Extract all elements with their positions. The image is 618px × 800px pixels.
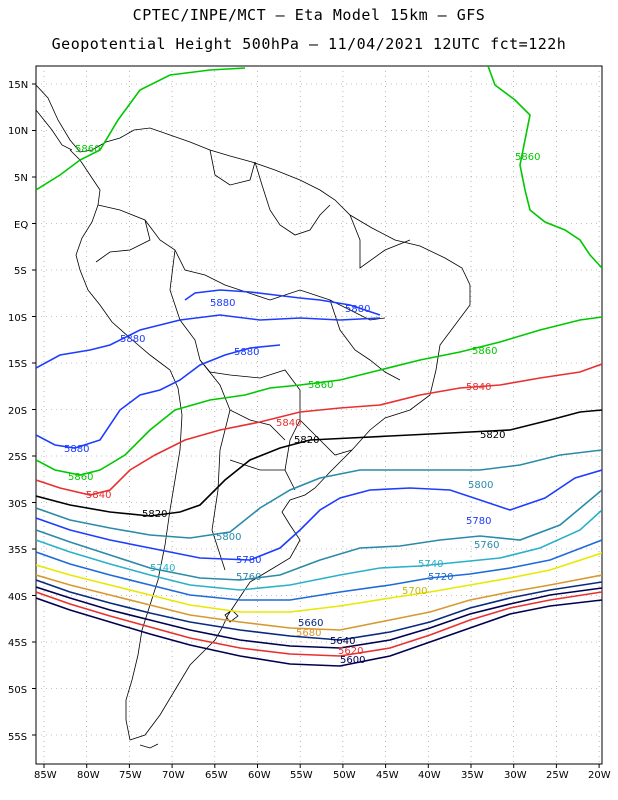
contour-label: 5800 xyxy=(216,532,241,543)
lat-label: 20S xyxy=(8,406,27,417)
lat-label: 40S xyxy=(8,592,27,603)
lon-label: 45W xyxy=(376,770,399,781)
contour-labels: 5860 5860 5880 5880 5880 5880 5880 5860 … xyxy=(64,144,540,666)
lat-label: 55S xyxy=(8,732,27,743)
lat-label: 15N xyxy=(8,80,28,91)
lon-label: 50W xyxy=(333,770,356,781)
lat-label: EQ xyxy=(14,220,28,231)
coastline xyxy=(36,84,471,749)
contour-label: 5740 xyxy=(150,563,175,574)
contour-label: 5800 xyxy=(468,480,493,491)
lon-label: 55W xyxy=(290,770,313,781)
contour-label: 5620 xyxy=(338,646,363,657)
lat-label: 35S xyxy=(8,545,27,556)
lat-label: 45S xyxy=(8,638,27,649)
contour-label: 5760 xyxy=(474,540,499,551)
contour-label: 5760 xyxy=(236,572,261,583)
contour-label: 5880 xyxy=(120,334,145,345)
latitude-labels: 15N 10N 5N EQ 5S 10S 15S 20S 25S 30S 35S… xyxy=(8,80,28,743)
lon-label: 75W xyxy=(119,770,142,781)
graticule xyxy=(36,66,602,764)
longitude-labels: 85W 80W 75W 70W 65W 60W 55W 50W 45W 40W … xyxy=(34,770,611,781)
contour-label: 5820 xyxy=(480,430,505,441)
map-subtitle: Geopotential Height 500hPa – 11/04/2021 … xyxy=(51,35,567,53)
lat-label: 50S xyxy=(8,685,27,696)
contour-label: 5840 xyxy=(466,382,491,393)
contour-label: 5600 xyxy=(340,655,365,666)
contour-label: 5640 xyxy=(330,636,355,647)
lon-label: 70W xyxy=(162,770,185,781)
lat-label: 30S xyxy=(8,499,27,510)
contour-label: 5840 xyxy=(86,490,111,501)
contour-label: 5720 xyxy=(428,572,453,583)
contour-label: 5780 xyxy=(466,516,491,527)
contour-label: 5860 xyxy=(308,380,333,391)
lon-label: 85W xyxy=(34,770,57,781)
contour-label: 5860 xyxy=(472,346,497,357)
contour-label: 5680 xyxy=(296,628,321,639)
contour-label: 5860 xyxy=(515,152,540,163)
contour-label: 5820 xyxy=(294,435,319,446)
contour-label: 5880 xyxy=(345,304,370,315)
lat-label: 5N xyxy=(14,173,28,184)
contour-label: 5860 xyxy=(68,472,93,483)
map-frame xyxy=(35,65,603,765)
contour-label: 5820 xyxy=(142,509,167,520)
map-title: CPTEC/INPE/MCT – Eta Model 15km – GFS xyxy=(132,6,486,24)
lon-label: 80W xyxy=(77,770,100,781)
contour-label: 5860 xyxy=(75,144,100,155)
contour-label: 5740 xyxy=(418,559,443,570)
lat-label: 10N xyxy=(8,126,28,137)
contour-label: 5840 xyxy=(276,418,301,429)
lon-label: 40W xyxy=(418,770,441,781)
contour-label: 5660 xyxy=(298,618,323,629)
lon-label: 30W xyxy=(504,770,527,781)
contour-label: 5880 xyxy=(210,298,235,309)
contour-lines xyxy=(36,66,602,667)
lat-label: 25S xyxy=(8,452,27,463)
lon-label: 60W xyxy=(248,770,271,781)
contour-label: 5880 xyxy=(234,347,259,358)
lon-label: 25W xyxy=(546,770,569,781)
contour-label: 5780 xyxy=(236,555,261,566)
lat-label: 15S xyxy=(8,359,27,370)
lat-label: 5S xyxy=(14,266,27,277)
lon-label: 35W xyxy=(461,770,484,781)
contour-label: 5880 xyxy=(64,444,89,455)
lon-label: 20W xyxy=(588,770,611,781)
contour-label: 5700 xyxy=(402,586,427,597)
lat-label: 10S xyxy=(8,313,27,324)
lon-label: 65W xyxy=(205,770,228,781)
